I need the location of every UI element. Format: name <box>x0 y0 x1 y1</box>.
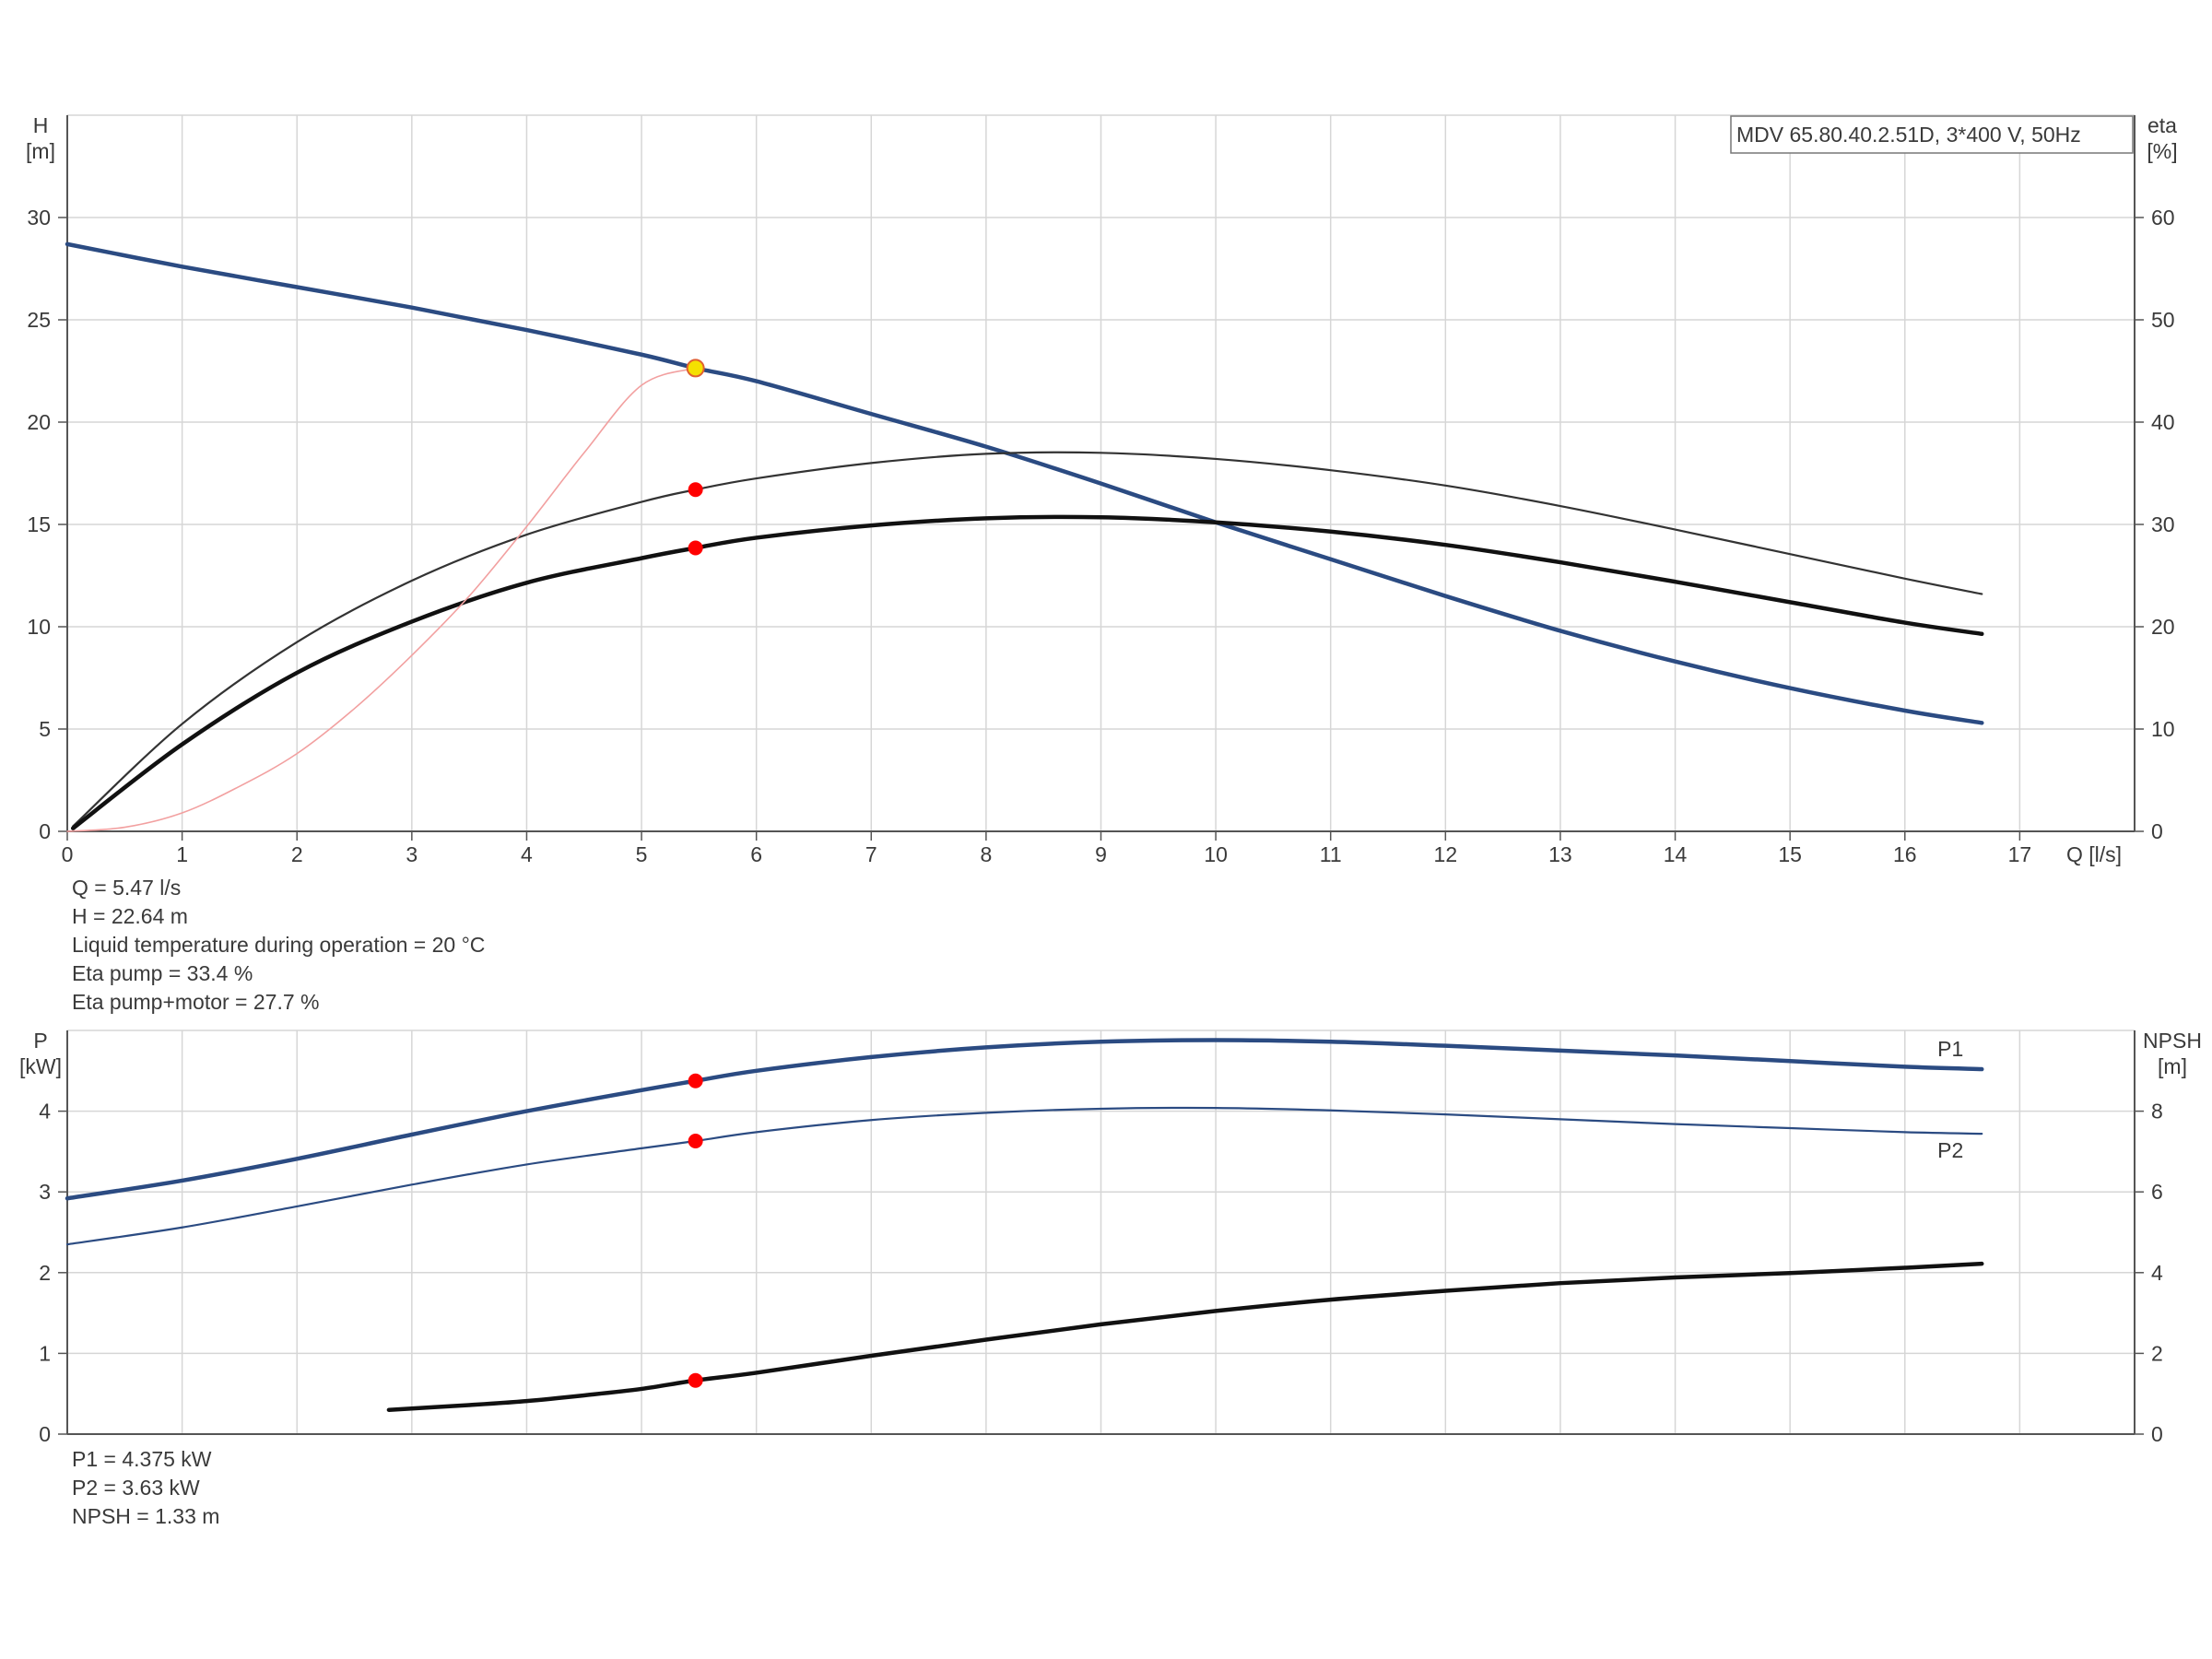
series-line-4 <box>66 367 697 832</box>
x-tick-label: 6 <box>750 842 762 866</box>
power-npsh-panel: 0 1 2 3 4 0 2 4 6 8 P[kW] NPSH[m] P1 P2 <box>19 1029 2202 1446</box>
x-tick-label: 14 <box>1664 842 1688 866</box>
series-line-1 <box>65 241 1984 725</box>
x-tick-label: 10 <box>1204 842 1228 866</box>
y-left-tick-label: 5 <box>39 717 51 741</box>
y-left-tick-label: 15 <box>27 512 51 536</box>
info-line-p2: P2 = 3.63 kW <box>72 1476 200 1500</box>
operating-point-info: Q = 5.47 l/s H = 22.64 m Liquid temperat… <box>72 874 485 1017</box>
y-right-label: NPSH <box>2143 1029 2202 1053</box>
y-right-tick-label: 0 <box>2151 1422 2163 1446</box>
y-left-tick-label: 10 <box>27 615 51 639</box>
operating-point-marker <box>686 359 705 378</box>
x-tick-label: 17 <box>2008 842 2032 866</box>
info-line-p1: P1 = 4.375 kW <box>72 1447 212 1471</box>
y-right-unit: [m] <box>2158 1054 2187 1078</box>
x-tick-label: 7 <box>865 842 877 866</box>
y-right-tick-label: 2 <box>2151 1341 2163 1365</box>
info-line-npsh: NPSH = 1.33 m <box>72 1504 220 1528</box>
x-tick-label: 4 <box>521 842 533 866</box>
x-tick-label: 5 <box>636 842 648 866</box>
x-tick-label: 2 <box>291 842 303 866</box>
x-tick-label: 11 <box>1320 842 1342 866</box>
series-line-3 <box>386 1261 1984 1412</box>
chart-title: MDV 65.80.40.2.51D, 3*400 V, 50Hz <box>1736 123 2081 147</box>
y-left-label: P <box>33 1029 47 1053</box>
series-line-p1 <box>65 1038 1984 1201</box>
info-line-head: H = 22.64 m <box>72 904 188 928</box>
y-left-tick-label: 0 <box>39 819 51 843</box>
operating-point-marker <box>688 1073 703 1088</box>
info-line-temperature: Liquid temperature during operation = 20… <box>72 933 486 957</box>
y-left-tick-label: 30 <box>27 206 51 229</box>
series-line-p2 <box>65 1106 1983 1246</box>
y-left-tick-label: 4 <box>39 1100 51 1124</box>
series-line-2 <box>72 451 1983 828</box>
x-tick-label: 12 <box>1434 842 1458 866</box>
x-tick-label: 15 <box>1778 842 1802 866</box>
x-tick-label: 16 <box>1893 842 1917 866</box>
power-npsh-info: P1 = 4.375 kW P2 = 3.63 kW NPSH = 1.33 m <box>72 1445 219 1531</box>
y-right-tick-label: 20 <box>2151 615 2175 639</box>
y-right-label: eta <box>2147 113 2177 137</box>
y-left-tick-label: 3 <box>39 1180 51 1204</box>
y-right-tick-label: 50 <box>2151 308 2175 332</box>
series-line-3 <box>70 514 1984 830</box>
x-axis-label: Q [l/s] <box>2066 842 2122 866</box>
x-tick-label: 1 <box>176 842 188 866</box>
y-right-tick-label: 10 <box>2151 717 2175 741</box>
y-left-unit: [m] <box>26 139 55 163</box>
series-label-p1: P1 <box>1937 1037 1963 1061</box>
y-right-tick-label: 6 <box>2151 1180 2163 1204</box>
title-box <box>1730 115 2134 154</box>
y-right-tick-label: 4 <box>2151 1261 2163 1285</box>
y-left-unit: [kW] <box>19 1054 62 1078</box>
y-left-tick-label: 2 <box>39 1261 51 1285</box>
y-left-tick-label: 0 <box>39 1422 51 1446</box>
y-left-tick-label: 25 <box>27 308 51 332</box>
y-right-tick-label: 8 <box>2151 1100 2163 1124</box>
y-right-tick-label: 30 <box>2151 512 2175 536</box>
y-left-tick-label: 20 <box>27 410 51 434</box>
y-left-tick-label: 1 <box>39 1341 51 1365</box>
x-tick-label: 3 <box>406 842 418 866</box>
operating-point-marker <box>688 540 703 556</box>
y-right-tick-label: 0 <box>2151 819 2163 843</box>
y-right-unit: [%] <box>2147 139 2177 163</box>
operating-point-marker <box>688 482 703 498</box>
x-tick-label: 0 <box>62 842 74 866</box>
y-right-tick-label: 60 <box>2151 206 2175 229</box>
operating-point-marker <box>688 1134 703 1149</box>
y-left-label: H <box>33 113 49 137</box>
operating-point-marker <box>688 1372 703 1388</box>
series-label-p2: P2 <box>1937 1138 1963 1162</box>
x-tick-label: 9 <box>1095 842 1107 866</box>
info-line-eta-pump-motor: Eta pump+motor = 27.7 % <box>72 990 320 1014</box>
info-line-eta-pump: Eta pump = 33.4 % <box>72 961 253 985</box>
info-line-flow: Q = 5.47 l/s <box>72 876 182 900</box>
x-tick-label: 13 <box>1548 842 1572 866</box>
x-tick-label: 8 <box>980 842 992 866</box>
y-right-tick-label: 40 <box>2151 410 2175 434</box>
